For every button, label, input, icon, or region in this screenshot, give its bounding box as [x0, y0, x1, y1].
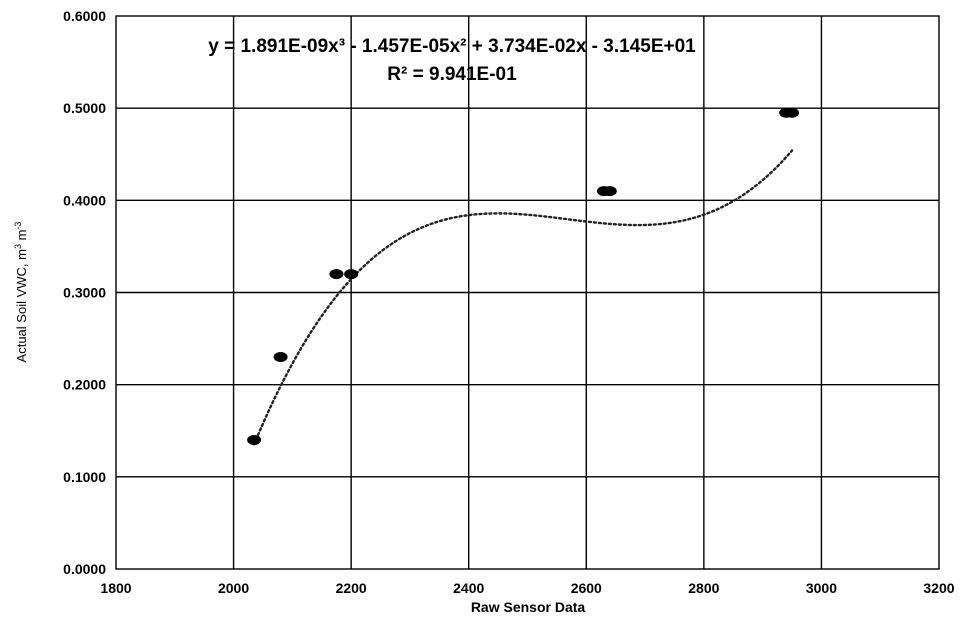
x-tick-label: 2400	[453, 580, 484, 596]
x-tick-labels: 1800 2000 2200 2400 2600 2800 3000 3200	[100, 580, 954, 596]
y-axis-title-main: Actual Soil VWC, m	[14, 249, 29, 362]
y-tick-labels: 0.0000 0.1000 0.2000 0.3000 0.4000 0.5000 0.60…	[63, 8, 106, 577]
trendline-equation: y = 1.891E-09x³ - 1.457E-05x² + 3.734E-0…	[208, 36, 696, 57]
y-tick-label: 0.2000	[63, 377, 106, 393]
y-axis-title-mid: m	[14, 230, 29, 244]
data-points	[247, 107, 800, 445]
trendline	[252, 149, 794, 446]
y-axis-title: Actual Soil VWC, m3 m-3	[13, 222, 29, 363]
y-tick-label: 0.1000	[63, 469, 106, 485]
x-tick-label: 3200	[923, 580, 954, 596]
x-tick-label: 2000	[218, 580, 249, 596]
x-tick-label: 2600	[571, 580, 602, 596]
x-axis-title: Raw Sensor Data	[471, 599, 586, 615]
y-tick-label: 0.5000	[63, 100, 106, 116]
data-point	[785, 107, 800, 118]
data-point	[344, 269, 359, 280]
x-tick-label: 2800	[688, 580, 719, 596]
y-tick-label: 0.6000	[63, 8, 106, 24]
r-squared-label: R² = 9.941E-01	[387, 64, 517, 85]
y-axis-title-sup1: 3	[13, 244, 23, 249]
data-point	[247, 434, 262, 445]
gridlines	[116, 16, 939, 569]
y-tick-label: 0.4000	[63, 192, 106, 208]
data-point	[602, 186, 617, 197]
x-tick-label: 1800	[100, 580, 131, 596]
y-tick-label: 0.0000	[63, 561, 106, 577]
y-axis-title-sup2: -3	[13, 222, 23, 230]
x-tick-label: 3000	[806, 580, 837, 596]
data-point	[329, 269, 344, 280]
x-tick-label: 2200	[336, 580, 367, 596]
data-point	[273, 352, 288, 363]
y-tick-label: 0.3000	[63, 285, 106, 301]
